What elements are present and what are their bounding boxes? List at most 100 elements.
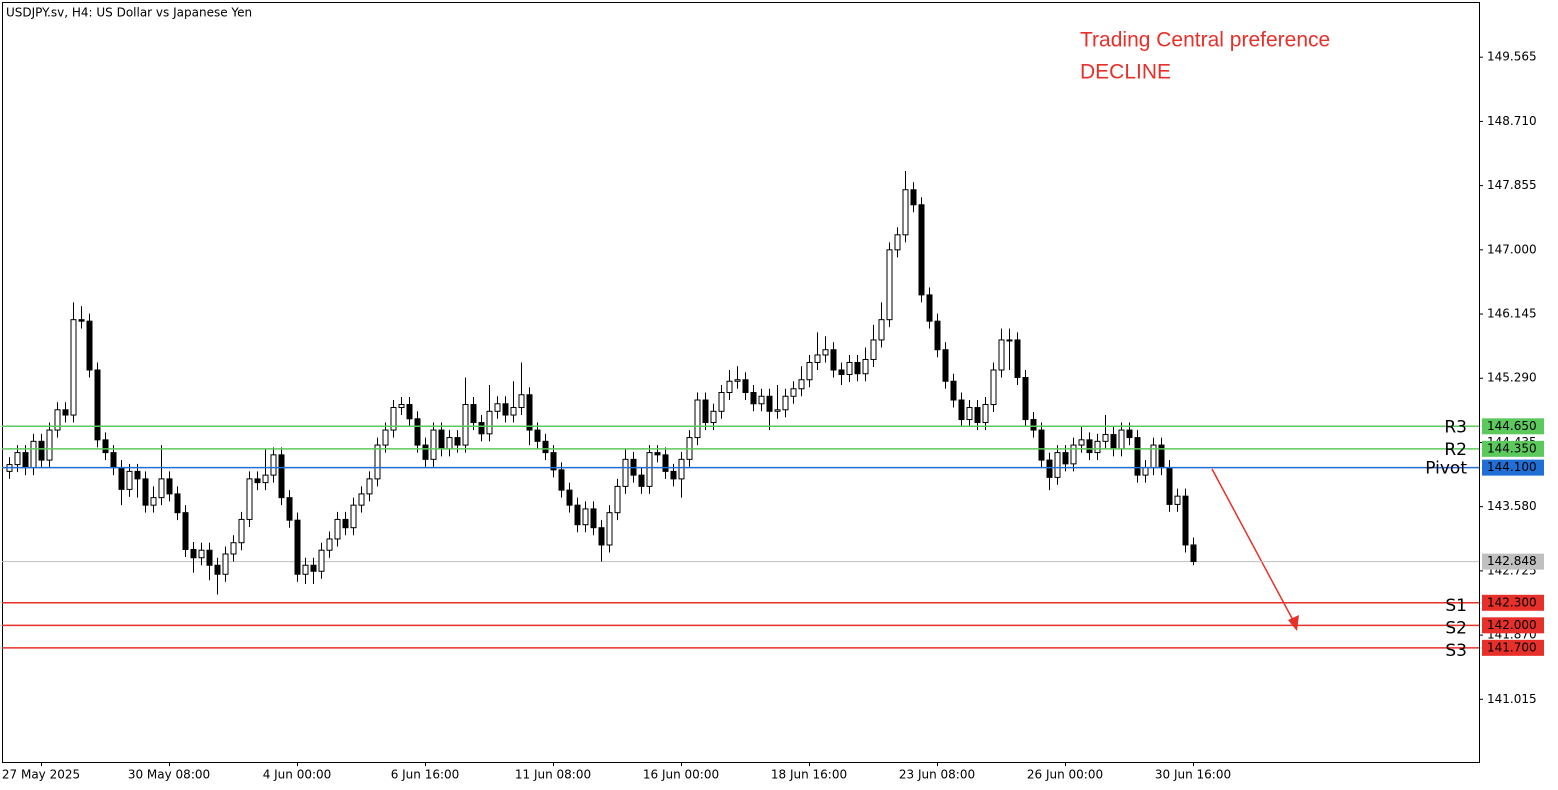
candle-body	[774, 409, 781, 412]
candle-body	[214, 564, 221, 575]
candle-body	[878, 319, 885, 341]
candle-body	[334, 518, 341, 540]
candle-body	[78, 319, 85, 322]
candle-body	[838, 369, 845, 375]
candle-body	[46, 429, 53, 461]
candle-body	[1070, 444, 1077, 465]
level-price: 144.350	[1487, 441, 1537, 455]
candle-body	[526, 394, 533, 431]
candle-body	[646, 452, 653, 487]
candle-body	[86, 320, 93, 371]
candle-body	[518, 394, 525, 409]
candle-body	[174, 493, 181, 514]
candle-body	[454, 437, 461, 446]
candle-body	[910, 189, 917, 206]
candle-body	[790, 388, 797, 397]
candle-body	[22, 452, 29, 469]
current-price-label: 142.848	[1487, 554, 1537, 568]
candle-body	[710, 410, 717, 424]
candle-body	[958, 399, 965, 421]
chart-title: USDJPY.sv, H4: US Dollar vs Japanese Yen	[6, 6, 252, 20]
candle-body	[734, 379, 741, 382]
candle-body	[262, 474, 269, 484]
candle-body	[294, 519, 301, 575]
candle-body	[854, 361, 861, 375]
y-tick-label: 141.015	[1487, 692, 1537, 706]
candle-body	[118, 467, 125, 490]
x-tick-label: 30 May 08:00	[128, 768, 210, 782]
candle-body	[942, 349, 949, 382]
plot-frame	[2, 2, 1480, 763]
level-box	[1482, 639, 1544, 656]
candle-body	[318, 549, 325, 572]
candle-body	[1174, 495, 1181, 505]
candle-body	[598, 527, 605, 546]
candle-body	[358, 493, 365, 506]
candle-body	[94, 369, 101, 441]
candle-body	[310, 564, 317, 572]
level-price: 144.650	[1487, 419, 1537, 433]
x-tick-label: 18 Jun 16:00	[771, 768, 847, 782]
candle-body	[1166, 467, 1173, 505]
candle-body	[14, 452, 21, 466]
y-tick-label: 146.145	[1487, 307, 1537, 321]
candle-body	[582, 508, 589, 526]
candle-body	[1142, 467, 1149, 476]
candle-body	[478, 422, 485, 435]
x-tick-label: 4 Jun 00:00	[263, 768, 332, 782]
candle-body	[662, 454, 669, 472]
candle-body	[198, 549, 205, 559]
candle-body	[1078, 439, 1085, 446]
annotation: Trading Central preference	[1080, 29, 1330, 52]
candle-body	[534, 429, 541, 442]
candle-body	[126, 470, 133, 490]
candle-body	[638, 474, 645, 487]
level-name: S1	[1445, 596, 1467, 616]
candle-body	[158, 478, 165, 499]
candle-body	[414, 418, 421, 446]
candle-body	[974, 407, 981, 424]
candle-body	[670, 470, 677, 480]
candle-body	[1030, 419, 1037, 431]
candle-body	[182, 512, 189, 550]
candle-body	[950, 380, 957, 401]
x-tick-label: 26 Jun 00:00	[1027, 768, 1103, 782]
candle-body	[406, 404, 413, 420]
candle-body	[902, 189, 909, 236]
arrow-head	[1288, 615, 1299, 631]
candle-body	[278, 454, 285, 499]
candle-body	[398, 404, 405, 409]
candle-body	[894, 234, 901, 251]
x-tick-label: 27 May 2025	[2, 768, 80, 782]
candle-body	[678, 458, 685, 480]
current-price-box	[1482, 553, 1544, 570]
y-tick-label: 148.710	[1487, 114, 1537, 128]
annotation: DECLINE	[1080, 61, 1171, 84]
x-tick-label: 6 Jun 16:00	[391, 768, 460, 782]
candle-body	[846, 361, 853, 375]
candle-body	[222, 553, 229, 575]
candle-body	[1118, 429, 1125, 450]
level-name: R3	[1444, 417, 1467, 437]
candle-body	[150, 497, 157, 506]
candle-body	[134, 470, 141, 480]
y-tick-label: 143.580	[1487, 499, 1537, 513]
candle-body	[1102, 434, 1109, 442]
level-name: R2	[1444, 440, 1467, 460]
level-price: 144.100	[1487, 460, 1537, 474]
level-box	[1482, 418, 1544, 435]
y-tick-label: 147.855	[1487, 178, 1537, 192]
candle-body	[246, 478, 253, 520]
candle-body	[422, 444, 429, 460]
candle-body	[590, 508, 597, 529]
candle-body	[382, 429, 389, 446]
level-name: Pivot	[1425, 459, 1467, 479]
candle-body	[494, 403, 501, 412]
candle-body	[1134, 437, 1141, 476]
candle-body	[230, 542, 237, 555]
candle-body	[782, 395, 789, 411]
candle-body	[270, 454, 277, 476]
candle-body	[614, 485, 621, 514]
candle-body	[918, 204, 925, 296]
